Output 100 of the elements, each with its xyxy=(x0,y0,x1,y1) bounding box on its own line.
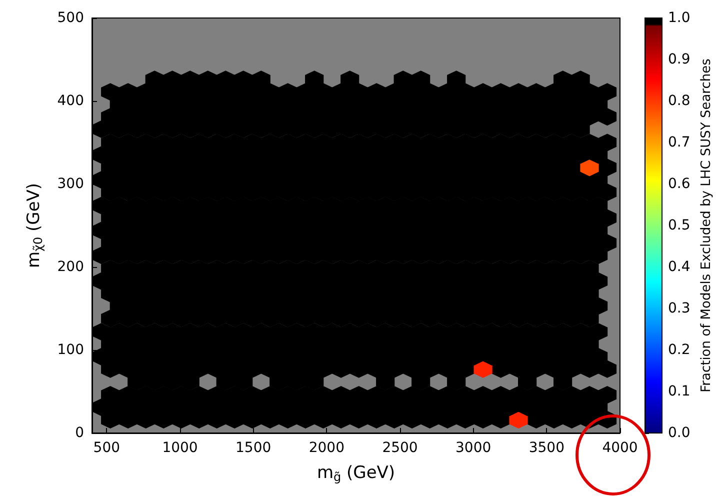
point xyxy=(145,70,164,88)
point xyxy=(580,83,599,101)
point xyxy=(412,70,430,88)
point xyxy=(429,322,448,341)
point xyxy=(172,134,191,152)
point xyxy=(118,83,138,101)
point xyxy=(101,260,120,278)
point xyxy=(305,246,324,264)
point xyxy=(270,120,288,138)
point xyxy=(118,260,138,278)
point xyxy=(509,134,528,152)
point xyxy=(92,272,111,290)
point xyxy=(180,322,200,341)
point xyxy=(278,134,298,152)
point xyxy=(598,83,617,101)
point xyxy=(208,386,226,404)
point xyxy=(474,83,492,101)
color-bar-label: 0.5 xyxy=(668,218,690,234)
point xyxy=(509,83,528,101)
point xyxy=(101,83,120,101)
point xyxy=(598,386,617,404)
point xyxy=(172,310,191,328)
point xyxy=(402,260,422,278)
point xyxy=(198,70,218,88)
point xyxy=(526,83,546,101)
point xyxy=(447,372,466,390)
point xyxy=(101,386,120,404)
point xyxy=(447,120,466,138)
point xyxy=(394,70,412,88)
color-bar-label: 0.6 xyxy=(668,176,690,192)
point xyxy=(376,372,395,390)
point xyxy=(349,134,368,152)
point xyxy=(598,184,617,202)
point xyxy=(243,410,262,429)
point xyxy=(518,398,537,416)
point xyxy=(598,134,617,152)
point xyxy=(136,134,156,152)
point xyxy=(447,246,466,264)
point xyxy=(340,120,360,138)
point xyxy=(412,246,430,264)
color-bar-label: 0.8 xyxy=(668,93,690,109)
point xyxy=(340,322,360,341)
point xyxy=(367,410,386,429)
point xyxy=(340,246,360,264)
point xyxy=(190,386,208,404)
point xyxy=(482,348,502,366)
point xyxy=(92,120,111,138)
point xyxy=(376,322,395,341)
point xyxy=(180,70,200,88)
point xyxy=(92,146,111,164)
point xyxy=(101,284,120,302)
point xyxy=(554,70,572,88)
y-tick-label: 0 xyxy=(75,425,84,441)
point xyxy=(243,134,262,152)
point xyxy=(136,310,156,328)
y-tick-label: 500 xyxy=(57,10,84,26)
point xyxy=(128,246,146,264)
point xyxy=(314,134,333,152)
point xyxy=(456,134,475,152)
point xyxy=(198,120,218,138)
point xyxy=(482,322,502,341)
point xyxy=(367,386,386,404)
point xyxy=(500,322,519,341)
point xyxy=(101,158,120,176)
point xyxy=(571,120,590,138)
x-tick-label: 1000 xyxy=(162,440,198,456)
point xyxy=(580,335,599,353)
point xyxy=(456,386,475,404)
point xyxy=(526,386,546,404)
point xyxy=(384,83,404,101)
point xyxy=(482,120,502,138)
point xyxy=(296,134,315,152)
point xyxy=(474,410,492,429)
color-bar-label: 0.4 xyxy=(668,259,690,275)
point xyxy=(482,246,502,264)
point xyxy=(580,386,599,404)
point xyxy=(554,372,572,390)
point xyxy=(402,386,422,404)
point xyxy=(92,348,111,366)
point xyxy=(412,322,430,341)
x-tick-label: 2000 xyxy=(308,440,344,456)
point xyxy=(101,234,120,252)
x-tick-label: 500 xyxy=(93,440,120,456)
point xyxy=(118,134,138,152)
point xyxy=(598,360,617,378)
color-bar-label: 0.9 xyxy=(668,52,690,68)
point xyxy=(180,372,200,390)
point xyxy=(322,322,342,341)
point xyxy=(438,83,457,101)
point xyxy=(474,260,492,278)
y-tick-label: 200 xyxy=(57,259,84,275)
point xyxy=(252,70,270,88)
point xyxy=(509,410,528,429)
point xyxy=(128,120,146,138)
color-bar-label: 1.0 xyxy=(668,10,690,26)
x-tick-label: 4000 xyxy=(602,440,638,456)
point xyxy=(190,134,208,152)
point xyxy=(92,246,111,264)
point xyxy=(287,322,306,341)
point xyxy=(270,372,288,390)
